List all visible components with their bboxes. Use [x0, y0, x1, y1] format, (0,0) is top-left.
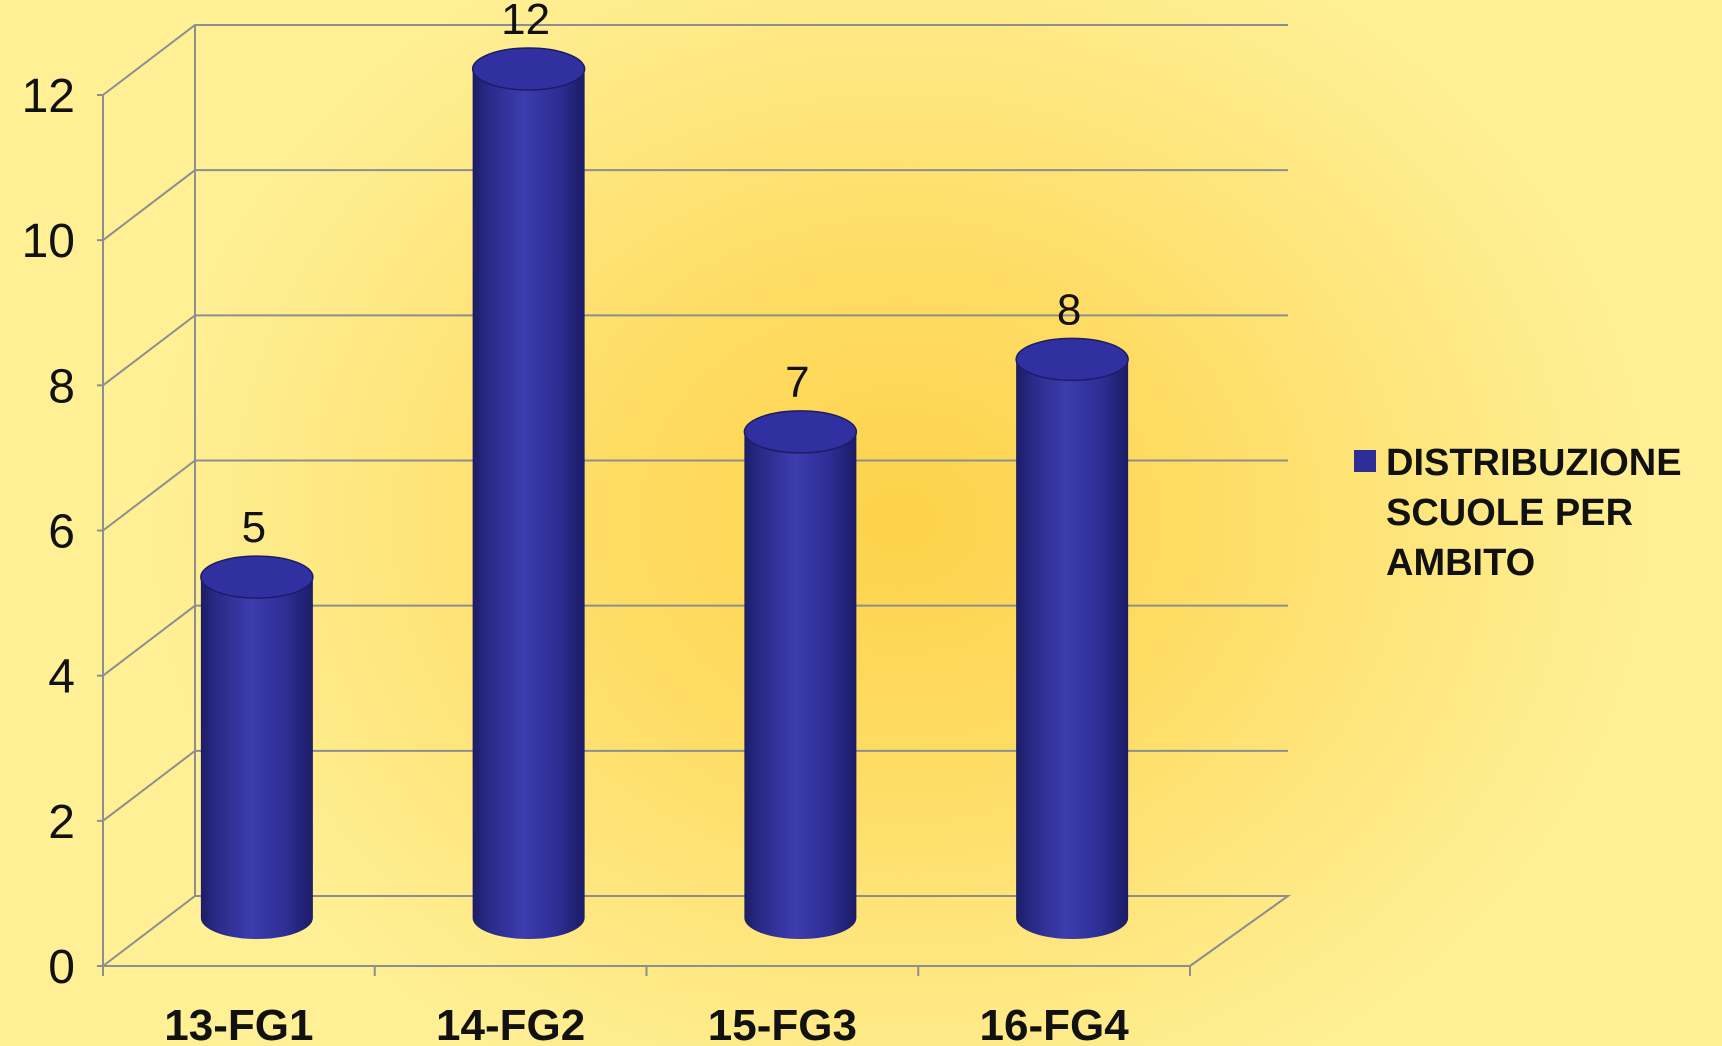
data-label: 8 — [1057, 285, 1081, 334]
bar-body — [744, 431, 857, 939]
x-tick-label: 14-FG2 — [436, 1001, 585, 1046]
y-tick-label: 10 — [22, 215, 75, 268]
legend-swatch — [1354, 450, 1376, 472]
gridline — [102, 169, 1288, 241]
legend: DISTRIBUZIONE SCUOLE PER AMBITO — [1354, 438, 1722, 588]
bars — [200, 47, 1129, 939]
data-label: 5 — [242, 503, 266, 552]
bar — [471, 47, 586, 939]
bar-top — [743, 410, 858, 454]
gridline — [102, 895, 1292, 967]
bar-body — [472, 69, 585, 939]
bar-top — [1015, 337, 1129, 382]
axes: 0 2 4 6 8 10 12 13-FG1 14-FG2 15-FG3 16-FG4 — [22, 25, 1191, 1046]
x-tick-label: 13-FG1 — [164, 1001, 313, 1046]
y-tick-label: 0 — [48, 941, 75, 994]
bar-body — [200, 577, 313, 939]
legend-label: DISTRIBUZIONE SCUOLE PER AMBITO — [1386, 442, 1682, 584]
labels: 5 12 7 8 — [242, 0, 1082, 552]
bar-body — [1016, 359, 1129, 939]
bar — [1015, 337, 1129, 939]
bar — [743, 410, 858, 939]
y-tick-label: 8 — [48, 360, 75, 413]
x-tick-label: 15-FG3 — [708, 1001, 857, 1046]
x-tick-label: 16-FG4 — [980, 1001, 1130, 1046]
bar-top — [471, 47, 586, 91]
bar-top — [200, 555, 314, 599]
y-tick-label: 12 — [22, 70, 75, 123]
gridline — [102, 24, 1288, 96]
y-tick-label: 6 — [48, 506, 75, 559]
y-tick-label: 2 — [48, 796, 75, 849]
y-tick-label: 4 — [48, 651, 75, 704]
bar — [200, 555, 314, 939]
data-label: 7 — [785, 358, 809, 407]
data-label: 12 — [501, 0, 550, 44]
